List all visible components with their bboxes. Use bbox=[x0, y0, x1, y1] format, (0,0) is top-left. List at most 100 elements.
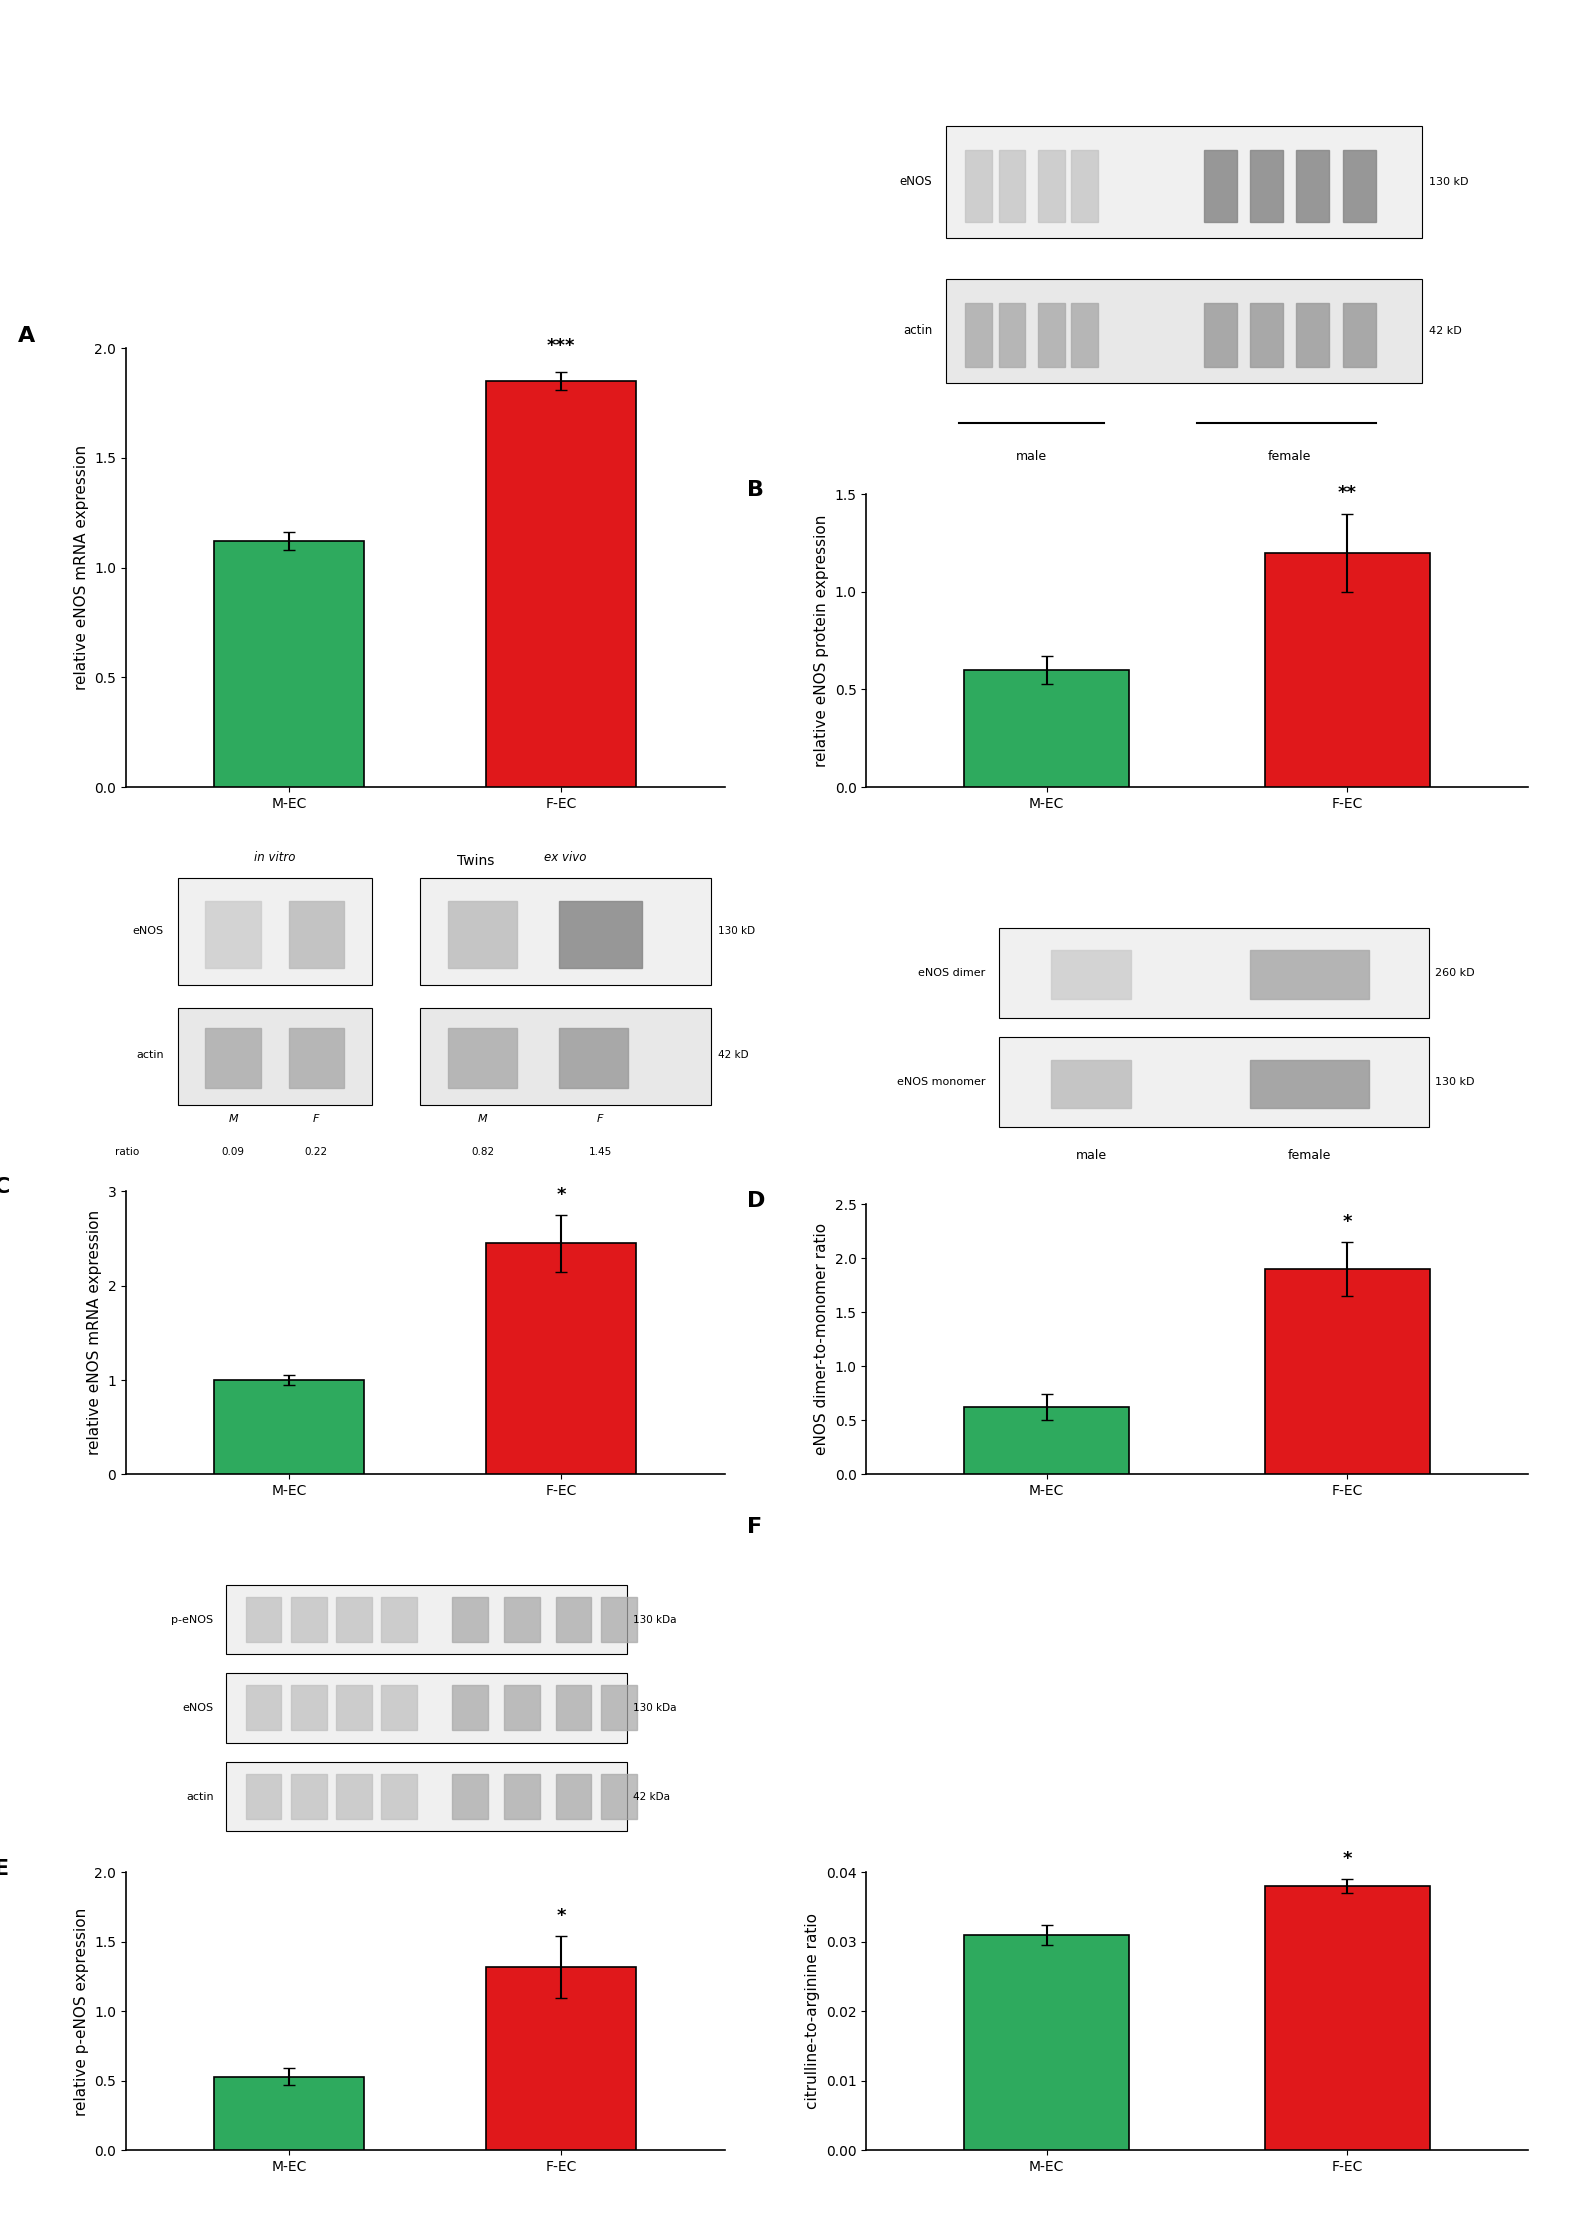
Bar bbox=[1265, 552, 1430, 787]
Bar bbox=[246, 1596, 282, 1643]
Bar bbox=[291, 1774, 326, 1818]
Text: male: male bbox=[1076, 1148, 1107, 1162]
Text: 0.22: 0.22 bbox=[304, 1146, 328, 1157]
Bar bbox=[1251, 304, 1284, 368]
Text: 0.09: 0.09 bbox=[222, 1146, 244, 1157]
Bar bbox=[381, 1685, 417, 1729]
Bar bbox=[556, 1685, 591, 1729]
Text: M: M bbox=[477, 1113, 487, 1124]
Text: E: E bbox=[0, 1858, 9, 1878]
Text: ex vivo: ex vivo bbox=[545, 851, 587, 865]
Text: ***: *** bbox=[547, 337, 575, 355]
Bar bbox=[559, 900, 643, 969]
Text: 0.82: 0.82 bbox=[471, 1146, 495, 1157]
Text: eNOS: eNOS bbox=[132, 927, 164, 936]
Bar bbox=[205, 900, 261, 969]
Bar bbox=[178, 878, 372, 984]
Bar bbox=[214, 2077, 364, 2150]
Text: p-eNOS: p-eNOS bbox=[172, 1614, 214, 1625]
Text: 130 kD: 130 kD bbox=[1429, 177, 1468, 186]
Text: eNOS monomer: eNOS monomer bbox=[896, 1077, 986, 1086]
Text: eNOS: eNOS bbox=[183, 1703, 214, 1714]
Bar bbox=[1296, 151, 1329, 222]
Bar bbox=[447, 1029, 517, 1089]
Bar bbox=[602, 1596, 636, 1643]
Bar bbox=[1265, 1887, 1430, 2150]
Bar bbox=[452, 1774, 488, 1818]
Bar bbox=[945, 279, 1422, 384]
Y-axis label: relative eNOS protein expression: relative eNOS protein expression bbox=[814, 514, 828, 767]
Bar bbox=[214, 541, 364, 787]
Bar bbox=[1038, 304, 1065, 368]
Bar bbox=[504, 1774, 540, 1818]
Bar bbox=[421, 878, 712, 984]
Text: actin: actin bbox=[186, 1791, 214, 1802]
Text: ratio: ratio bbox=[115, 1146, 140, 1157]
Bar bbox=[246, 1774, 282, 1818]
Text: D: D bbox=[747, 1191, 765, 1210]
Bar bbox=[246, 1685, 282, 1729]
Bar bbox=[178, 1009, 372, 1104]
Bar bbox=[1251, 151, 1284, 222]
Text: 1.45: 1.45 bbox=[589, 1146, 613, 1157]
Bar bbox=[227, 1585, 627, 1654]
Text: actin: actin bbox=[902, 324, 932, 337]
Text: A: A bbox=[19, 326, 36, 346]
Bar bbox=[288, 900, 343, 969]
Text: male: male bbox=[1016, 450, 1047, 463]
Text: 42 kD: 42 kD bbox=[1429, 326, 1462, 337]
Bar bbox=[602, 1774, 636, 1818]
Text: *: * bbox=[556, 1907, 565, 1924]
Bar bbox=[1342, 151, 1375, 222]
Bar bbox=[291, 1596, 326, 1643]
Bar bbox=[1071, 151, 1098, 222]
Text: B: B bbox=[747, 479, 764, 499]
Bar bbox=[1296, 304, 1329, 368]
Bar bbox=[337, 1774, 372, 1818]
Bar bbox=[964, 1408, 1129, 1474]
Text: 42 kD: 42 kD bbox=[718, 1051, 748, 1060]
Bar bbox=[504, 1596, 540, 1643]
Bar bbox=[602, 1685, 636, 1729]
Bar bbox=[1052, 951, 1131, 998]
Bar bbox=[559, 1029, 628, 1089]
Text: **: ** bbox=[1337, 483, 1356, 503]
Bar bbox=[337, 1596, 372, 1643]
Text: 130 kD: 130 kD bbox=[1435, 1077, 1474, 1086]
Text: female: female bbox=[1288, 1148, 1331, 1162]
Bar bbox=[214, 1379, 364, 1474]
Bar bbox=[288, 1029, 343, 1089]
Text: eNOS dimer: eNOS dimer bbox=[918, 969, 986, 978]
Bar bbox=[452, 1596, 488, 1643]
Text: actin: actin bbox=[135, 1051, 164, 1060]
Text: C: C bbox=[0, 1177, 11, 1197]
Bar bbox=[337, 1685, 372, 1729]
Text: F: F bbox=[597, 1113, 603, 1124]
Bar bbox=[1251, 1060, 1369, 1108]
Y-axis label: citrulline-to-arginine ratio: citrulline-to-arginine ratio bbox=[805, 1913, 821, 2111]
Text: eNOS: eNOS bbox=[899, 175, 932, 188]
Bar bbox=[1203, 304, 1236, 368]
Bar bbox=[487, 381, 636, 787]
Bar bbox=[1251, 951, 1369, 998]
Text: *: * bbox=[556, 1186, 565, 1204]
Text: *: * bbox=[1342, 1213, 1351, 1230]
Bar bbox=[487, 1966, 636, 2150]
Bar bbox=[964, 670, 1129, 787]
Y-axis label: eNOS dimer-to-monomer ratio: eNOS dimer-to-monomer ratio bbox=[814, 1224, 828, 1454]
Bar bbox=[964, 1935, 1129, 2150]
Bar bbox=[999, 1038, 1429, 1126]
Bar bbox=[487, 1244, 636, 1474]
Text: female: female bbox=[1268, 450, 1312, 463]
Bar bbox=[965, 304, 992, 368]
Text: F: F bbox=[313, 1113, 320, 1124]
Bar bbox=[452, 1685, 488, 1729]
Bar bbox=[1203, 151, 1236, 222]
Bar bbox=[556, 1596, 591, 1643]
Text: *: * bbox=[1342, 1851, 1351, 1869]
Text: 130 kD: 130 kD bbox=[718, 927, 756, 936]
Bar bbox=[556, 1774, 591, 1818]
Bar bbox=[999, 304, 1025, 368]
Text: 130 kDa: 130 kDa bbox=[633, 1614, 677, 1625]
Bar bbox=[447, 900, 517, 969]
